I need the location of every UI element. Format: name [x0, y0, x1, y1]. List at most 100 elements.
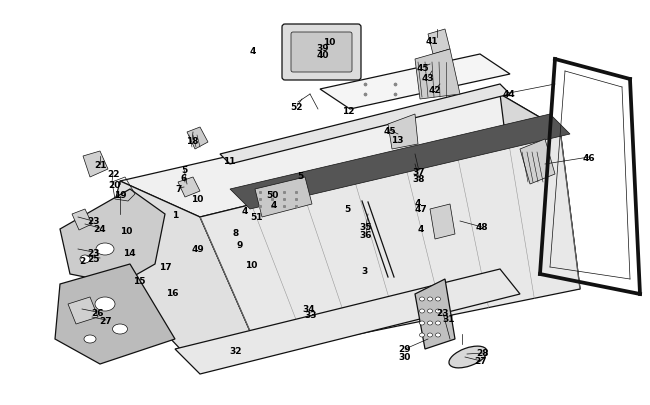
Text: 2: 2	[79, 257, 85, 266]
Polygon shape	[55, 264, 175, 364]
Polygon shape	[255, 177, 312, 217]
Text: 6: 6	[181, 173, 187, 182]
Ellipse shape	[96, 243, 114, 256]
Text: 4: 4	[242, 207, 248, 216]
Text: 23: 23	[437, 309, 449, 318]
Text: 51: 51	[251, 213, 263, 222]
Ellipse shape	[436, 297, 441, 301]
FancyBboxPatch shape	[282, 25, 361, 81]
Ellipse shape	[112, 324, 127, 334]
Text: 41: 41	[426, 36, 438, 45]
Polygon shape	[415, 50, 460, 100]
Ellipse shape	[419, 309, 424, 313]
Text: 29: 29	[398, 345, 411, 354]
Polygon shape	[60, 190, 165, 284]
Text: 27: 27	[474, 357, 488, 366]
Text: 38: 38	[413, 174, 425, 183]
Polygon shape	[100, 181, 260, 354]
Ellipse shape	[80, 256, 90, 263]
Ellipse shape	[436, 321, 441, 325]
Ellipse shape	[436, 309, 441, 313]
Text: 44: 44	[502, 89, 515, 98]
Text: 21: 21	[94, 160, 106, 169]
Text: 27: 27	[99, 316, 112, 325]
Text: 20: 20	[108, 180, 120, 189]
Text: 36: 36	[359, 230, 372, 239]
Text: 15: 15	[133, 276, 145, 285]
Text: 13: 13	[391, 135, 403, 144]
Text: 4: 4	[271, 200, 277, 209]
Text: 14: 14	[123, 248, 135, 257]
Text: 32: 32	[229, 347, 242, 356]
Text: 4: 4	[250, 47, 256, 55]
Polygon shape	[83, 151, 108, 177]
Text: 4: 4	[418, 225, 424, 234]
Polygon shape	[415, 279, 455, 349]
Text: 26: 26	[91, 308, 103, 317]
Text: 47: 47	[415, 204, 427, 213]
Ellipse shape	[428, 297, 432, 301]
Polygon shape	[520, 140, 555, 185]
Ellipse shape	[428, 333, 432, 337]
Text: 16: 16	[166, 288, 178, 297]
Text: 25: 25	[86, 254, 99, 263]
Text: 49: 49	[192, 245, 204, 254]
Text: 10: 10	[191, 195, 203, 204]
Text: 37: 37	[413, 167, 425, 176]
Text: 18: 18	[186, 136, 198, 145]
Text: 5: 5	[297, 171, 303, 180]
Ellipse shape	[95, 297, 115, 311]
Text: 17: 17	[159, 263, 172, 272]
Text: 35: 35	[359, 223, 372, 232]
Text: 30: 30	[399, 353, 411, 362]
Text: 4: 4	[415, 199, 421, 208]
Polygon shape	[187, 128, 208, 149]
Text: 7: 7	[176, 184, 182, 193]
Text: 10: 10	[323, 37, 335, 47]
Text: 46: 46	[582, 153, 595, 162]
Text: 43: 43	[422, 73, 434, 82]
Polygon shape	[428, 30, 450, 55]
Text: 12: 12	[342, 106, 354, 115]
Ellipse shape	[428, 309, 432, 313]
Polygon shape	[230, 115, 570, 209]
Text: 23: 23	[86, 217, 99, 226]
Polygon shape	[285, 28, 358, 78]
Text: 28: 28	[476, 349, 489, 358]
Text: 50: 50	[266, 191, 278, 200]
Ellipse shape	[419, 321, 424, 325]
Text: 5: 5	[344, 205, 350, 214]
Text: 52: 52	[291, 102, 304, 111]
Polygon shape	[500, 95, 580, 294]
Text: 24: 24	[94, 224, 107, 233]
Polygon shape	[320, 55, 510, 110]
Text: 19: 19	[114, 191, 126, 200]
Text: 3: 3	[362, 267, 368, 276]
Text: 48: 48	[476, 223, 488, 232]
Polygon shape	[178, 177, 200, 198]
FancyBboxPatch shape	[291, 33, 352, 73]
Polygon shape	[200, 130, 580, 354]
Text: 23: 23	[86, 248, 99, 257]
Text: 11: 11	[223, 156, 235, 165]
Ellipse shape	[419, 297, 424, 301]
Ellipse shape	[84, 335, 96, 343]
Polygon shape	[388, 115, 418, 149]
Text: 34: 34	[303, 305, 315, 314]
Polygon shape	[175, 269, 520, 374]
Ellipse shape	[436, 333, 441, 337]
Text: 10: 10	[120, 227, 132, 236]
Polygon shape	[72, 209, 92, 230]
Text: 45: 45	[384, 126, 396, 135]
Text: 10: 10	[245, 261, 257, 270]
Text: 22: 22	[107, 169, 119, 178]
Polygon shape	[120, 95, 560, 217]
Text: 40: 40	[317, 50, 330, 60]
Ellipse shape	[419, 333, 424, 337]
Text: 45: 45	[417, 63, 429, 72]
Ellipse shape	[449, 346, 487, 368]
Text: 33: 33	[305, 311, 317, 320]
Polygon shape	[220, 85, 510, 164]
Text: 9: 9	[237, 240, 243, 249]
Text: 42: 42	[429, 85, 441, 94]
